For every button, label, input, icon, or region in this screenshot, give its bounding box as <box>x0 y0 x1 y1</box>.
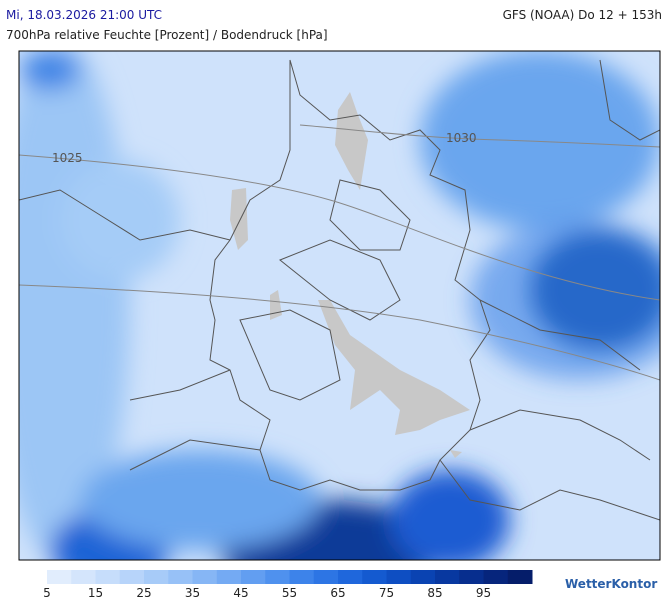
legend-swatch <box>144 570 169 584</box>
legend-swatch <box>47 570 72 584</box>
legend-swatch <box>313 570 339 584</box>
legend-swatch <box>386 570 412 584</box>
legend-swatch <box>483 570 509 584</box>
legend-swatch <box>459 570 484 584</box>
legend: 5 15 25 35 45 55 65 75 85 95 <box>43 570 533 600</box>
legend-swatch <box>95 570 121 584</box>
borders <box>19 59 660 521</box>
legend-swatch <box>265 570 290 584</box>
legend-tick-label: 75 <box>379 586 394 600</box>
brand: WetterKontor <box>565 577 657 591</box>
legend-swatch <box>241 570 266 584</box>
isobar-label: 1030 <box>446 131 477 145</box>
legend-swatch <box>435 570 460 584</box>
legend-swatch <box>507 570 533 584</box>
legend-tick-label: 95 <box>476 586 491 600</box>
legend-tick-label: 25 <box>136 586 151 600</box>
legend-tick-label: 15 <box>88 586 103 600</box>
legend-tick-label: 55 <box>282 586 297 600</box>
header-model: GFS (NOAA) Do 12 + 153h <box>503 8 662 22</box>
legend-swatch <box>71 570 96 584</box>
legend-swatch <box>119 570 145 584</box>
legend-swatch <box>289 570 315 584</box>
map <box>19 51 660 560</box>
legend-tick-label: 5 <box>43 586 51 600</box>
legend-swatch <box>410 570 436 584</box>
map-frame <box>18 50 661 561</box>
legend-swatch <box>192 570 218 584</box>
isobar-label: 1025 <box>52 151 83 165</box>
isobars <box>19 124 660 381</box>
legend-tick-label: 45 <box>233 586 248 600</box>
header-title: 700hPa relative Feuchte [Prozent] / Bode… <box>6 28 328 42</box>
legend-swatch <box>216 570 242 584</box>
legend-tick-label: 65 <box>330 586 345 600</box>
legend-tick-label: 85 <box>427 586 442 600</box>
legend-swatch <box>338 570 363 584</box>
legend-swatch <box>362 570 387 584</box>
legend-tick-label: 35 <box>185 586 200 600</box>
legend-swatch <box>168 570 193 584</box>
header-datetime: Mi, 18.03.2026 21:00 UTC <box>6 8 162 22</box>
